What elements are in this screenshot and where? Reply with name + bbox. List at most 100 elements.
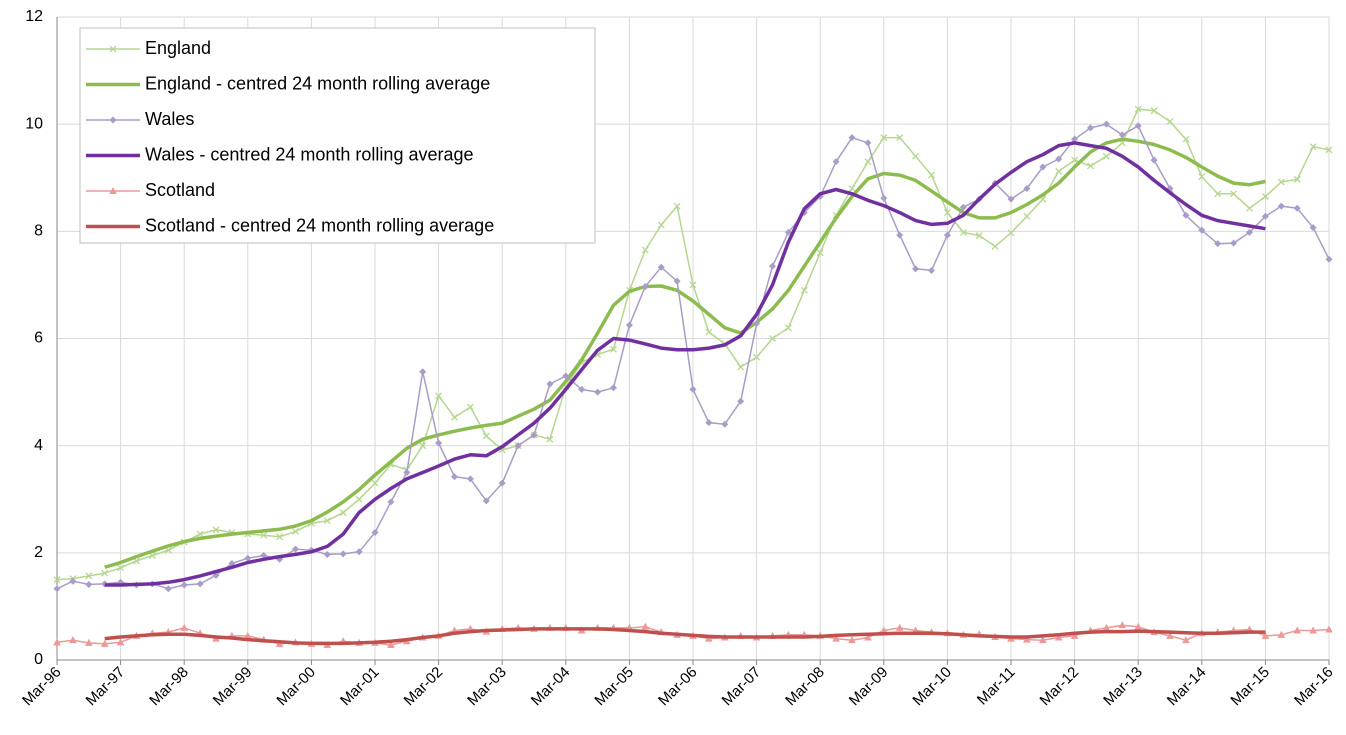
marker — [880, 626, 888, 634]
marker — [323, 550, 331, 558]
marker — [1023, 184, 1031, 192]
marker — [1087, 162, 1094, 170]
marker — [1055, 155, 1063, 163]
marker — [1277, 630, 1286, 638]
x-tick-label: Mar-09 — [846, 664, 892, 710]
marker — [1277, 202, 1285, 210]
marker — [1230, 239, 1238, 247]
marker — [641, 622, 650, 630]
marker — [109, 116, 117, 124]
marker — [864, 158, 872, 166]
marker — [323, 517, 331, 525]
legend-label: Wales - centred 24 month rolling average — [145, 144, 474, 164]
marker — [180, 581, 188, 589]
marker — [1293, 626, 1301, 634]
y-tick-label: 8 — [34, 223, 43, 240]
marker — [943, 209, 951, 217]
marker — [880, 194, 888, 202]
marker — [880, 134, 888, 142]
marker — [69, 636, 77, 644]
marker — [1309, 143, 1317, 151]
marker — [1182, 135, 1190, 143]
x-tick-label: Mar-05 — [591, 664, 637, 710]
marker — [1023, 635, 1031, 643]
marker — [610, 384, 617, 392]
marker — [864, 633, 872, 641]
marker — [403, 468, 411, 476]
marker — [435, 439, 443, 447]
marker — [466, 403, 474, 411]
legend-label: Wales — [145, 109, 194, 129]
x-tick-label: Mar-97 — [83, 664, 129, 710]
marker — [657, 263, 665, 271]
marker — [53, 638, 61, 646]
x-tick-label: Mar-01 — [337, 664, 383, 710]
marker — [514, 442, 522, 450]
marker — [451, 473, 458, 481]
marker — [1214, 240, 1222, 248]
marker — [196, 580, 204, 588]
marker — [784, 228, 792, 236]
marker — [1246, 228, 1253, 236]
marker — [387, 640, 395, 648]
marker — [562, 372, 570, 380]
marker — [1118, 131, 1126, 139]
line — [104, 141, 1266, 587]
marker — [1070, 631, 1079, 639]
marker — [864, 139, 872, 147]
marker — [355, 495, 363, 503]
marker — [371, 479, 379, 487]
line — [104, 137, 1266, 569]
marker — [482, 432, 490, 440]
marker — [1118, 621, 1127, 629]
marker — [1087, 124, 1094, 132]
marker — [928, 266, 935, 274]
marker — [292, 545, 299, 553]
legend: England England - centred 24 month rollin… — [79, 27, 596, 244]
x-tick-label: Mar-03 — [464, 664, 510, 710]
x-tick-label: Mar-06 — [655, 664, 701, 710]
marker — [673, 202, 681, 210]
marker — [53, 585, 61, 593]
marker — [1214, 190, 1222, 198]
marker — [1261, 212, 1269, 220]
marker — [1198, 226, 1206, 234]
x-tick-label: Mar-00 — [273, 664, 319, 710]
marker — [1293, 175, 1301, 183]
marker — [912, 265, 920, 273]
marker — [1261, 193, 1269, 200]
marker — [832, 158, 840, 166]
marker — [832, 634, 840, 642]
legend-label: Scotland - centred 24 month rolling aver… — [145, 215, 494, 235]
legend-label: Scotland — [145, 180, 215, 200]
y-tick-label: 10 — [25, 115, 43, 132]
marker — [896, 134, 904, 142]
marker — [117, 564, 125, 572]
marker — [721, 420, 729, 428]
marker — [896, 231, 904, 239]
marker — [1150, 107, 1158, 115]
x-tick-label: Mar-13 — [1100, 664, 1146, 710]
y-tick-label: 2 — [34, 544, 43, 561]
marker — [466, 475, 474, 483]
marker — [625, 321, 633, 329]
marker — [85, 572, 93, 580]
marker — [928, 171, 935, 179]
marker — [753, 319, 761, 327]
x-tick-label: Mar-04 — [528, 664, 574, 710]
series — [104, 627, 1266, 646]
x-tick-label: Mar-12 — [1037, 664, 1083, 710]
marker — [116, 638, 125, 646]
x-tick-label: Mar-07 — [719, 664, 765, 710]
marker — [1309, 224, 1317, 232]
marker — [1023, 212, 1031, 220]
marker — [769, 262, 776, 270]
marker — [244, 554, 252, 562]
marker — [848, 636, 856, 644]
legend-box — [79, 27, 596, 244]
marker — [292, 527, 299, 535]
marker — [1182, 211, 1190, 219]
marker — [578, 385, 586, 393]
marker — [451, 413, 458, 421]
marker — [1325, 625, 1333, 633]
